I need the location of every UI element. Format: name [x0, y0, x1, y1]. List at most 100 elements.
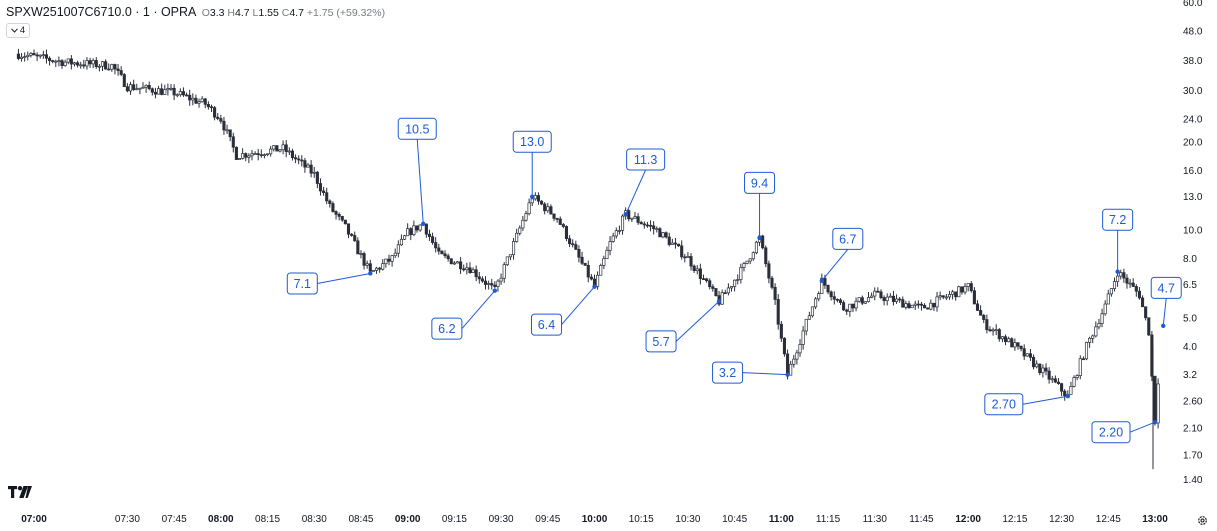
candle [954, 291, 958, 301]
candle [804, 318, 808, 336]
candle-body [374, 267, 379, 271]
price-callout[interactable]: 9.4 [744, 171, 776, 241]
y-tick-label: 13.0 [1183, 192, 1203, 203]
candle [814, 297, 818, 310]
price-callout[interactable]: 6.7 [819, 227, 864, 284]
candle [499, 273, 503, 285]
candle-body [153, 91, 157, 95]
candle [870, 292, 874, 299]
candle-body [664, 232, 668, 238]
candle [322, 186, 326, 196]
candle-body [297, 158, 301, 161]
y-tick-label: 16.0 [1183, 166, 1203, 177]
price-callout[interactable]: 11.3 [623, 148, 666, 217]
price-callout[interactable]: 10.5 [397, 117, 437, 227]
candle-body [708, 280, 712, 288]
candle [670, 238, 674, 245]
price-callout[interactable]: 4.7 [1150, 276, 1182, 329]
candle [403, 234, 407, 241]
candle [1078, 355, 1082, 380]
candle [269, 145, 273, 157]
price-callout[interactable]: 13.0 [512, 130, 552, 199]
indicators-toggle-button[interactable]: 4 [6, 23, 30, 38]
price-callout[interactable]: 7.2 [1102, 208, 1134, 274]
candle [1103, 300, 1107, 316]
candle-body [698, 268, 702, 279]
price-callout[interactable]: 2.20 [1091, 420, 1158, 444]
candle-body [88, 60, 92, 65]
candle [810, 306, 815, 318]
price-callout[interactable]: 2.70 [984, 393, 1071, 416]
price-callout[interactable]: 3.2 [712, 361, 790, 384]
candle-body [954, 291, 958, 298]
candle [611, 232, 615, 243]
candle [888, 293, 892, 298]
candle [761, 234, 765, 250]
candle [206, 101, 210, 110]
candle-body [378, 267, 382, 270]
x-tick-label: 09:30 [489, 514, 514, 525]
callout-label: 9.4 [751, 176, 768, 190]
candle [695, 265, 699, 275]
candle-body [138, 87, 142, 90]
candle-body [371, 270, 375, 272]
candle-body [23, 56, 27, 58]
indicators-count: 4 [19, 25, 26, 36]
candle [256, 149, 260, 161]
candle [1112, 277, 1117, 292]
gear-icon[interactable] [1197, 513, 1208, 531]
candle-body [222, 120, 226, 131]
candle-body [125, 86, 129, 92]
candle [334, 210, 338, 220]
candle-body [200, 98, 204, 103]
candle [1041, 364, 1045, 378]
symbol-title[interactable]: SPXW251007C6710.0 · 1 · OPRA [6, 5, 197, 19]
y-tick-label: 60.0 [1183, 0, 1203, 9]
candle [241, 148, 245, 160]
candle-body [219, 118, 223, 122]
candle [1022, 344, 1026, 360]
candle [739, 263, 743, 284]
candle [798, 339, 802, 357]
price-callout[interactable]: 6.4 [531, 284, 597, 336]
candle [150, 87, 154, 96]
candle [770, 275, 774, 290]
candle [1072, 375, 1076, 388]
candle [328, 199, 332, 208]
candle-body [309, 164, 313, 174]
callout-box [1091, 421, 1131, 444]
callout-label: 11.3 [634, 153, 657, 167]
candle [677, 243, 681, 247]
candle [490, 278, 494, 290]
candle [571, 239, 575, 248]
candle [437, 243, 441, 255]
candle [966, 283, 970, 292]
candle [318, 178, 323, 196]
candle-body [648, 224, 653, 227]
price-callout[interactable]: 7.1 [286, 271, 373, 295]
callout-label: 6.2 [438, 322, 455, 336]
candle [294, 154, 298, 164]
candle [645, 221, 649, 228]
candle [776, 294, 780, 330]
callout-connector [625, 169, 647, 215]
y-tick-label: 4.0 [1183, 342, 1197, 353]
candle-body [558, 218, 562, 225]
callout-connector [561, 286, 595, 325]
candle [885, 293, 889, 306]
candle-body [533, 195, 537, 200]
candle-body [427, 233, 432, 237]
candle [247, 153, 251, 164]
candle-body [19, 56, 24, 59]
candle [661, 232, 665, 239]
price-callout[interactable]: 6.2 [431, 288, 498, 340]
candle-body [350, 233, 354, 236]
candle-body [1125, 277, 1129, 284]
candle-body [468, 267, 472, 273]
price-callout[interactable]: 5.7 [645, 299, 722, 353]
tradingview-logo-icon[interactable] [8, 485, 32, 503]
candle-body [455, 261, 460, 264]
candle-body [975, 303, 980, 311]
y-tick-label: 1.70 [1183, 450, 1203, 461]
